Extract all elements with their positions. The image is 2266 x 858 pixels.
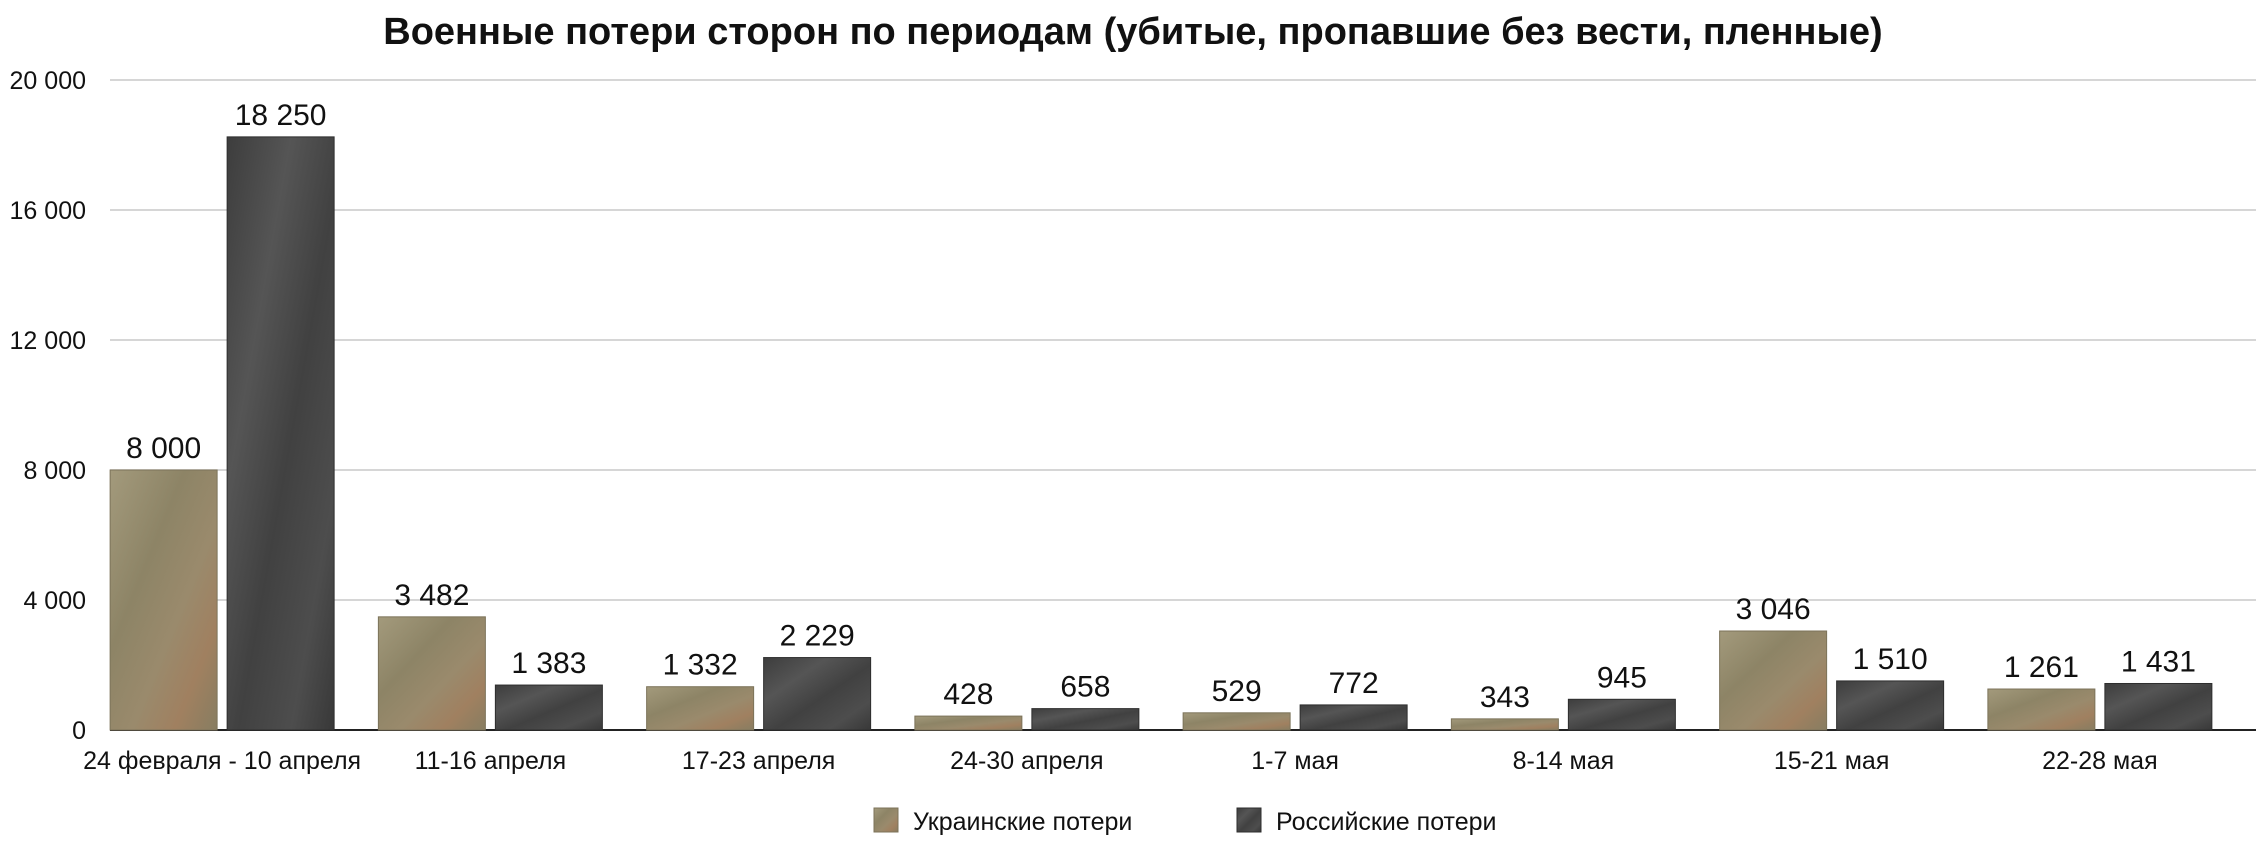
y-tick-label: 12 000 [10, 327, 86, 355]
x-tick-label: 22-28 мая [2042, 747, 2158, 775]
bar-russian [494, 684, 603, 731]
bar-russian [226, 136, 335, 731]
x-tick-label: 24 февраля - 10 апреля [83, 747, 361, 775]
bar-ukrainian [1450, 718, 1559, 731]
y-tick-label: 4 000 [23, 587, 86, 615]
data-label: 529 [1212, 675, 1262, 708]
data-label: 343 [1480, 681, 1530, 714]
bar-russian [1567, 698, 1676, 731]
bar-russian [1299, 704, 1408, 731]
bars-layer [109, 136, 2213, 731]
data-label: 1 332 [663, 649, 738, 682]
data-label: 945 [1597, 661, 1647, 694]
value-labels-layer: 8 000 18 250 3 482 1 383 1 332 2 229 428 658 529… [126, 99, 2196, 714]
data-label: 3 482 [394, 579, 469, 612]
data-label: 1 261 [2004, 651, 2079, 684]
x-tick-label: 24-30 апреля [950, 747, 1103, 775]
y-tick-label: 8 000 [23, 457, 86, 485]
bar-russian [1836, 680, 1945, 731]
data-label: 18 250 [235, 99, 327, 132]
data-label: 428 [943, 678, 993, 711]
y-axis: 0 4 000 8 000 12 000 16 000 20 000 [10, 67, 86, 745]
bar-ukrainian [914, 715, 1023, 731]
x-tick-label: 15-21 мая [1774, 747, 1890, 775]
bar-ukrainian [1182, 712, 1291, 731]
x-axis: 24 февраля - 10 апреля 11-16 апреля 17-23 … [83, 747, 2157, 775]
data-label: 1 510 [1853, 643, 1928, 676]
y-tick-label: 20 000 [10, 67, 86, 95]
data-label: 658 [1060, 671, 1110, 704]
data-label: 3 046 [1736, 593, 1811, 626]
bar-russian [2104, 682, 2213, 731]
data-label: 8 000 [126, 432, 201, 465]
chart-title: Военные потери сторон по периодам (убиты… [383, 11, 1882, 53]
bar-russian [763, 657, 872, 731]
x-tick-label: 11-16 апреля [415, 747, 567, 775]
data-label: 1 431 [2121, 645, 2196, 678]
legend: Украинские потери Российские потери [873, 807, 1497, 836]
bar-ukrainian [646, 686, 755, 731]
bar-ukrainian [377, 616, 486, 731]
bar-russian [1031, 708, 1140, 731]
data-label: 1 383 [511, 647, 586, 680]
x-tick-label: 1-7 мая [1251, 747, 1339, 775]
data-label: 772 [1329, 667, 1379, 700]
data-label: 2 229 [780, 620, 855, 653]
legend-label: Украинские потери [913, 808, 1132, 836]
y-tick-label: 16 000 [10, 197, 86, 225]
bar-ukrainian [1987, 688, 2096, 731]
y-tick-label: 0 [72, 717, 86, 745]
legend-label: Российские потери [1276, 808, 1497, 836]
x-tick-label: 17-23 апреля [682, 747, 835, 775]
bar-ukrainian [1719, 630, 1828, 731]
x-tick-label: 8-14 мая [1513, 747, 1615, 775]
legend-swatch-ukrainian [873, 807, 899, 833]
bar-ukrainian [109, 469, 218, 731]
legend-swatch-russian [1236, 807, 1262, 833]
